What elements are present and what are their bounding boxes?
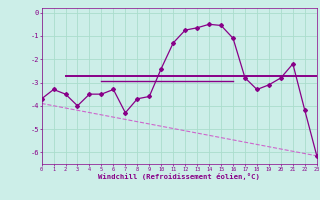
X-axis label: Windchill (Refroidissement éolien,°C): Windchill (Refroidissement éolien,°C) [98,173,260,180]
